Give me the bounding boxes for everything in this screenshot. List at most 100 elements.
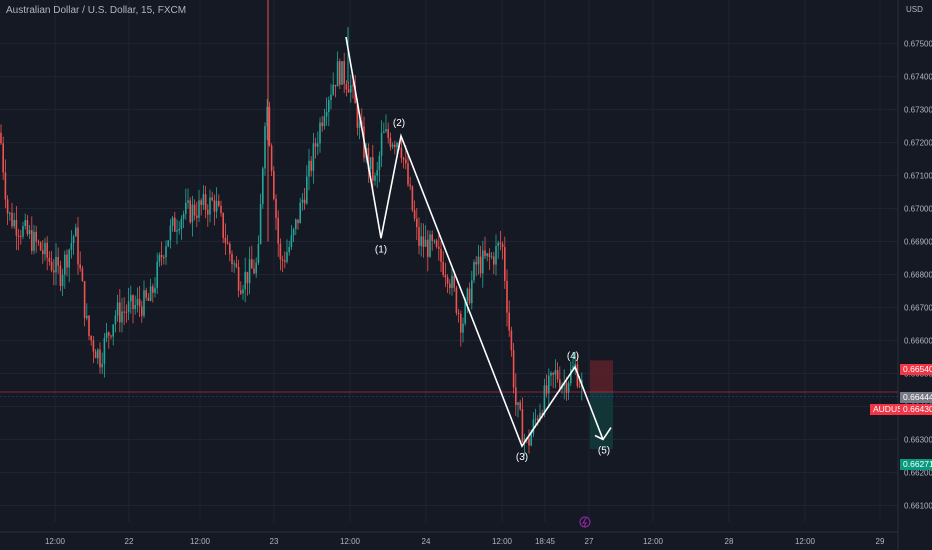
candle-body xyxy=(207,209,209,215)
candle-body xyxy=(431,234,433,241)
candle-body xyxy=(37,241,40,243)
candle-body xyxy=(574,364,576,367)
candle-body xyxy=(11,212,13,227)
candle-body xyxy=(495,245,497,265)
candle-body xyxy=(215,200,218,212)
candle-body xyxy=(9,212,11,214)
candle-body xyxy=(488,253,491,258)
candle-body xyxy=(176,230,178,232)
candle-body xyxy=(94,351,97,359)
candle-body xyxy=(83,281,86,319)
candle-body xyxy=(449,283,451,289)
candle-body xyxy=(380,132,383,156)
candle-body xyxy=(506,280,508,313)
candle-body xyxy=(64,254,66,275)
candle-body xyxy=(141,306,143,316)
candle-body xyxy=(53,270,55,273)
candle-body xyxy=(209,197,211,215)
candle-body xyxy=(479,256,482,274)
lightning-icon[interactable] xyxy=(579,516,591,528)
candle-body xyxy=(534,418,537,420)
price-tick-label: 0.66100 xyxy=(904,502,932,511)
candle-body xyxy=(167,240,169,247)
candle-body xyxy=(570,369,572,384)
candle-body xyxy=(196,215,198,218)
candle-body xyxy=(145,290,147,298)
wave-label-1: (1) xyxy=(375,244,387,255)
candle-body xyxy=(303,199,306,204)
candle-body xyxy=(290,235,293,248)
candle-body xyxy=(165,246,167,258)
candle-body xyxy=(451,275,453,289)
candle-body xyxy=(266,106,268,127)
candle-body xyxy=(306,176,308,204)
price-tick-label: 0.66700 xyxy=(904,304,932,313)
candle-body xyxy=(200,200,202,205)
candle-body xyxy=(187,200,189,203)
candle-body xyxy=(475,262,477,265)
candle-body xyxy=(193,204,196,216)
candle-body xyxy=(477,256,480,265)
candle-body xyxy=(158,255,161,262)
candle-body xyxy=(50,261,53,271)
candle-body xyxy=(424,239,427,247)
candle-body xyxy=(231,254,233,265)
candle-body xyxy=(211,197,213,201)
candle-body xyxy=(523,438,526,443)
candle-body xyxy=(24,220,26,227)
candle-body xyxy=(281,259,284,261)
candle-body xyxy=(125,311,128,313)
candle-body xyxy=(138,299,141,307)
candle-body xyxy=(372,157,374,181)
candle-body xyxy=(515,387,517,406)
candle-body xyxy=(152,286,154,293)
candle-body xyxy=(490,256,493,258)
candle-body xyxy=(356,103,359,128)
candle-body xyxy=(147,297,150,301)
price-tick-label: 0.66900 xyxy=(904,238,932,247)
price-tick-label: 0.66800 xyxy=(904,271,932,280)
candle-body xyxy=(435,240,438,247)
candle-body xyxy=(248,259,251,284)
time-tick-label: 12:00 xyxy=(643,537,664,546)
candle-body xyxy=(473,262,475,281)
candle-body xyxy=(314,143,317,147)
candle-body xyxy=(383,131,385,133)
candle-body xyxy=(565,382,568,393)
candle-body xyxy=(178,229,180,231)
candle-body xyxy=(468,288,471,304)
candle-body xyxy=(77,227,79,265)
candle-body xyxy=(284,260,286,262)
time-tick-label: 22 xyxy=(125,537,134,546)
candle-body xyxy=(440,248,442,262)
candle-body xyxy=(530,433,532,446)
candle-body xyxy=(127,301,130,313)
candle-body xyxy=(378,155,381,171)
candle-body xyxy=(319,122,321,144)
candle-body xyxy=(512,350,515,388)
candle-body xyxy=(123,311,125,313)
candle-body xyxy=(61,274,64,286)
candle-body xyxy=(550,372,552,376)
candle-body xyxy=(446,277,449,284)
candle-body xyxy=(26,220,29,234)
candle-body xyxy=(81,268,84,282)
candle-body xyxy=(39,242,42,251)
candle-body xyxy=(433,240,436,242)
candle-body xyxy=(204,194,207,210)
take-profit-zone xyxy=(590,392,613,450)
price-tick-label: 0.67200 xyxy=(904,139,932,148)
time-tick-label: 12:00 xyxy=(190,537,211,546)
candle-body xyxy=(411,186,414,211)
candle-body xyxy=(17,235,20,237)
candle-body xyxy=(101,363,103,368)
candle-body xyxy=(213,200,216,212)
candle-body xyxy=(422,236,425,247)
price-tick-label: 0.67400 xyxy=(904,73,932,82)
candle-body xyxy=(532,419,535,434)
candle-body xyxy=(374,175,376,181)
candle-body xyxy=(6,199,9,214)
candle-body xyxy=(277,217,279,244)
candle-body xyxy=(389,137,392,147)
